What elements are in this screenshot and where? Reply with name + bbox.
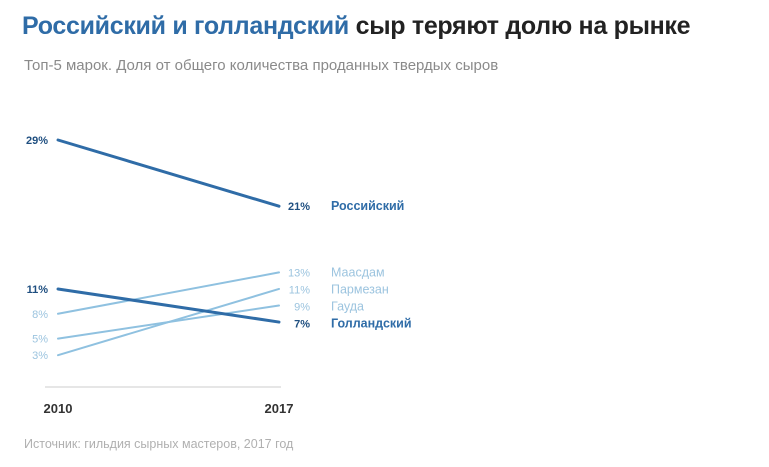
end-label-пармезан: 11% bbox=[289, 284, 310, 296]
start-label-гауда: 5% bbox=[32, 334, 48, 346]
chart-title-highlight: Российский и голландский bbox=[22, 12, 349, 40]
x-tick-label-2010: 2010 bbox=[44, 401, 73, 416]
series-name-пармезан: Пармезан bbox=[331, 282, 389, 296]
chart-title: Российский и голландский сыр теряют долю… bbox=[22, 12, 691, 41]
x-tick-label-2017: 2017 bbox=[265, 401, 294, 416]
series-line-российский bbox=[56, 138, 281, 208]
end-label-гауда: 9% bbox=[294, 301, 310, 313]
source-note: Источник: гильдия сырных мастеров, 2017 … bbox=[24, 437, 294, 451]
start-label-голландский: 11% bbox=[27, 284, 49, 296]
series-name-российский: Российский bbox=[331, 199, 404, 213]
series-line-гауда bbox=[57, 304, 280, 340]
series-name-маасдам: Маасдам bbox=[331, 265, 385, 279]
end-label-российский: 21% bbox=[288, 201, 310, 213]
end-label-голландский: 7% bbox=[294, 318, 310, 330]
series-line-голландский bbox=[56, 287, 281, 324]
start-label-российский: 29% bbox=[26, 135, 48, 147]
chart-title-rest: сыр теряют долю на рынке bbox=[348, 12, 691, 40]
series-name-голландский: Голландский bbox=[331, 316, 412, 330]
start-label-пармезан: 3% bbox=[32, 350, 48, 362]
series-name-гауда: Гауда bbox=[331, 299, 364, 313]
start-label-маасдам: 8% bbox=[32, 309, 48, 321]
end-label-маасдам: 13% bbox=[288, 267, 310, 279]
chart-subtitle: Топ-5 марок. Доля от общего количества п… bbox=[24, 57, 499, 74]
series-layer: 8% 13% Маасдам 3% 11% Пармезан 5% 9% Гауда 29% 21%… bbox=[26, 135, 412, 362]
series-line-маасдам bbox=[57, 271, 280, 315]
